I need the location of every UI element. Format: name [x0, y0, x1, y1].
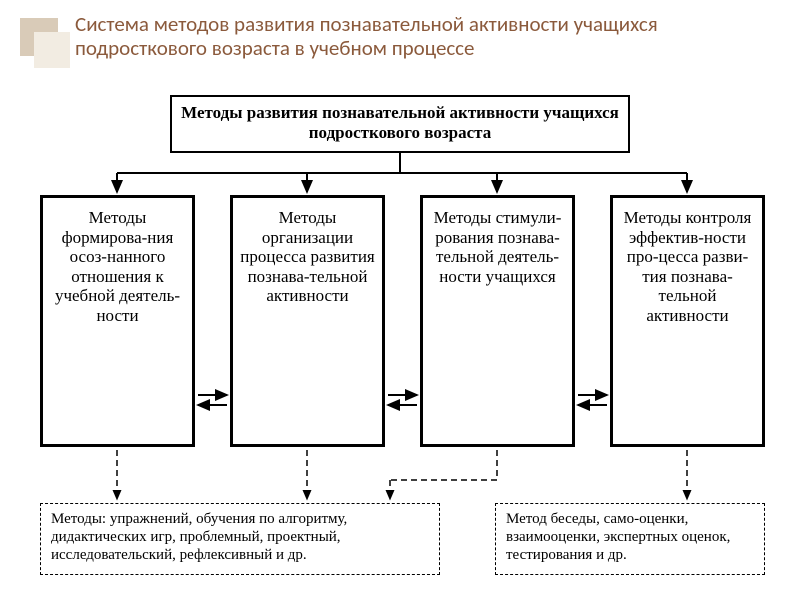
- method-box-2: Методы организации процесса развития поз…: [230, 195, 385, 447]
- method-box-3: Методы стимули-рования познава-тельной д…: [420, 195, 575, 447]
- top-box: Методы развития познавательной активност…: [170, 95, 630, 153]
- diagram: Методы развития познавательной активност…: [30, 95, 770, 575]
- method-box-1: Методы формирова-ния осоз-нанного отноше…: [40, 195, 195, 447]
- bottom-box-2: Метод беседы, само-оценки, взаимооценки,…: [495, 503, 765, 575]
- corner-decoration: [20, 18, 70, 68]
- slide-title: Система методов развития познавательной …: [75, 12, 765, 60]
- method-box-4: Методы контроля эффектив-ности про-цесса…: [610, 195, 765, 447]
- bottom-box-1: Методы: упражнений, обучения по алгоритм…: [40, 503, 440, 575]
